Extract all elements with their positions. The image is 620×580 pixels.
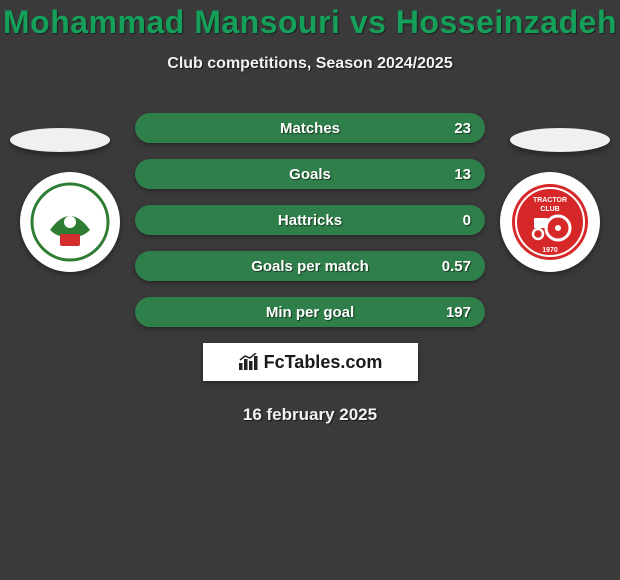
brand-label: FcTables.com	[264, 352, 383, 373]
stat-label: Matches	[280, 120, 340, 137]
stat-bar: Hattricks 0	[135, 205, 485, 235]
comparison-card: Mohammad Mansouri vs Hosseinzadeh Club c…	[0, 0, 620, 580]
stat-bar: Matches 23	[135, 113, 485, 143]
page-title: Mohammad Mansouri vs Hosseinzadeh	[0, 4, 620, 41]
tractor-club-icon: TRACTOR CLUB 1970	[510, 182, 590, 262]
player-right-ellipse	[510, 128, 610, 152]
stat-bar: Min per goal 197	[135, 297, 485, 327]
brand-box: FcTables.com	[203, 343, 418, 381]
stat-value-right: 0	[463, 212, 471, 229]
stat-label: Goals per match	[251, 258, 369, 275]
stats-container: Matches 23 Goals 13 Hattricks 0 Goals pe…	[135, 113, 485, 327]
stat-bar: Goals 13	[135, 159, 485, 189]
bar-chart-icon	[238, 353, 260, 371]
svg-text:CLUB: CLUB	[540, 206, 559, 213]
stat-value-right: 197	[446, 304, 471, 321]
brand-text: FcTables.com	[238, 352, 383, 373]
stat-bar: Goals per match 0.57	[135, 251, 485, 281]
club-badge-right: TRACTOR CLUB 1970	[500, 172, 600, 272]
zob-ahan-icon	[30, 182, 110, 262]
player-left-ellipse	[10, 128, 110, 152]
club-badge-left	[20, 172, 120, 272]
subtitle: Club competitions, Season 2024/2025	[0, 55, 620, 73]
svg-text:TRACTOR: TRACTOR	[533, 197, 567, 204]
stat-label: Hattricks	[278, 212, 342, 229]
date-label: 16 february 2025	[0, 405, 620, 425]
stat-value-right: 23	[454, 120, 471, 137]
svg-text:1970: 1970	[542, 247, 558, 254]
stat-value-right: 13	[454, 166, 471, 183]
stat-label: Goals	[289, 166, 331, 183]
stat-label: Min per goal	[266, 304, 354, 321]
stat-value-right: 0.57	[442, 258, 471, 275]
